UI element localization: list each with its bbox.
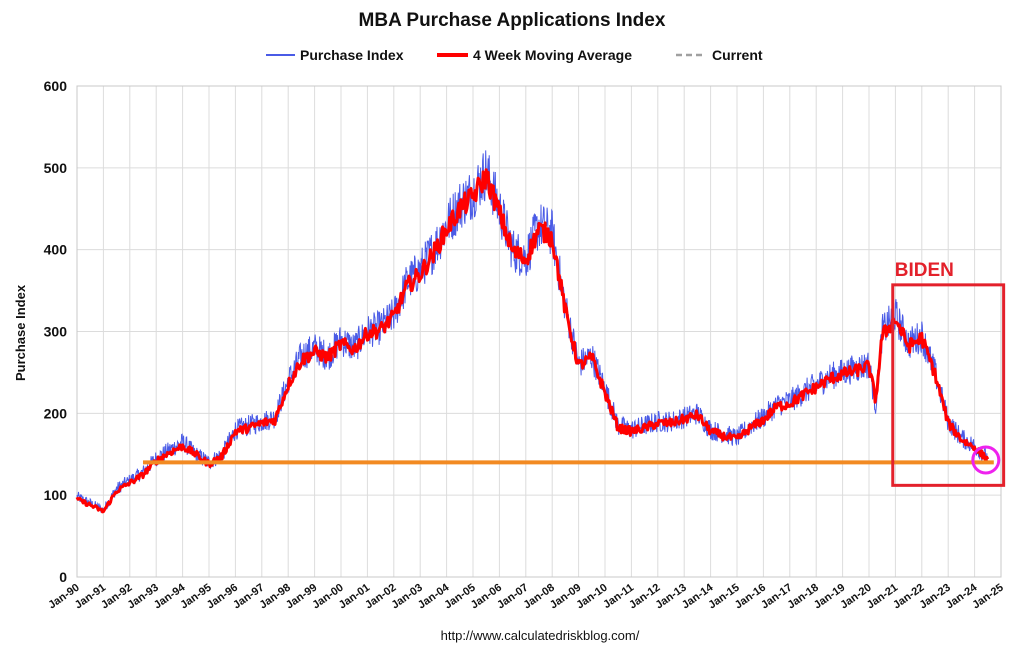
- legend-label-purchase-index: Purchase Index: [300, 47, 404, 63]
- legend-label-current: Current: [712, 47, 763, 63]
- chart-title: MBA Purchase Applications Index: [359, 10, 666, 31]
- annotation-box-biden: [891, 283, 1006, 487]
- highlight-circle: [971, 445, 1001, 475]
- grid: [76, 85, 1002, 578]
- legend: Purchase Index 4 Week Moving Average Cur…: [266, 47, 763, 63]
- source-url: http://www.calculatedriskblog.com/: [441, 628, 640, 643]
- plot-frame: [76, 85, 1002, 578]
- y-tick-label: 400: [44, 242, 68, 258]
- y-axis-ticks: 0 100 200 300 400 500 600: [44, 78, 68, 585]
- y-tick-label: 100: [44, 487, 68, 503]
- series-group: [75, 150, 994, 514]
- x-axis-ticks: Jan-90Jan-91Jan-92Jan-93Jan-94Jan-95Jan-…: [46, 581, 1005, 611]
- y-tick-label: 200: [44, 405, 68, 421]
- y-tick-label: 600: [44, 78, 68, 94]
- y-tick-label: 300: [44, 324, 68, 340]
- y-tick-label: 500: [44, 160, 68, 176]
- series-line-moving-average: [75, 168, 990, 514]
- y-axis-label: Purchase Index: [13, 284, 28, 381]
- y-tick-label: 0: [59, 569, 67, 585]
- annotation-label-biden: BIDEN: [895, 260, 954, 281]
- x-tick-label: Jan-25: [970, 582, 1005, 612]
- annotations: BIDEN: [891, 260, 1006, 487]
- legend-label-moving-average: 4 Week Moving Average: [473, 47, 632, 63]
